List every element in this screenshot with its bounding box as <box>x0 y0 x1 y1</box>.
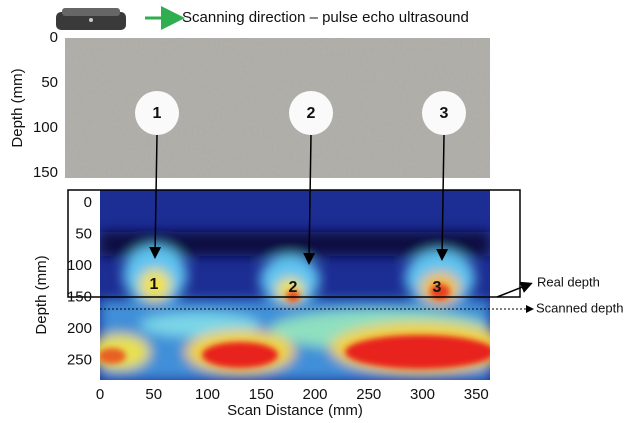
scanned-depth-label: Scanned depth <box>536 300 623 315</box>
scan-x-tick-label: 200 <box>302 386 327 403</box>
scan-label: 3 <box>433 279 442 296</box>
scan-y-axis-label: Depth (mm) <box>33 255 50 334</box>
scan-x-axis-label: Scan Distance (mm) <box>227 402 363 419</box>
photo-tick-label: 50 <box>41 74 58 91</box>
transducer <box>56 8 126 30</box>
real-depth-arrow <box>497 284 530 297</box>
scan-label: 2 <box>289 279 298 296</box>
scan-y-tick-label: 250 <box>67 351 92 368</box>
marker-number: 1 <box>153 105 162 122</box>
scan-x-tick-label: 50 <box>145 386 162 403</box>
marker-number: 2 <box>307 105 316 122</box>
real-depth-label: Real depth <box>537 274 600 289</box>
scan-x-tick-label: 250 <box>356 386 381 403</box>
photo-tick-label: 100 <box>33 119 58 136</box>
scan-x-tick-label: 350 <box>464 386 489 403</box>
scan-x-tick-label: 100 <box>195 386 220 403</box>
scan-y-tick-label: 0 <box>84 194 92 211</box>
scan-y-tick-label: 200 <box>67 320 92 337</box>
scan-y-tick-label: 100 <box>67 257 92 274</box>
caption: Scanning direction – pulse echo ultrasou… <box>182 9 469 26</box>
scan-y-tick-label: 50 <box>75 225 92 242</box>
photo-tick-label: 150 <box>33 164 58 181</box>
scan-label: 1 <box>150 276 159 293</box>
photo-axis-label: Depth (mm) <box>9 68 26 147</box>
photo-tick-label: 0 <box>50 29 58 46</box>
scan-x-tick-label: 0 <box>96 386 104 403</box>
scan-y-tick-label: 150 <box>67 288 92 305</box>
figure: Scanning direction – pulse echo ultrasou… <box>0 0 641 423</box>
scan-x-tick-label: 300 <box>410 386 435 403</box>
scan-x-tick-label: 150 <box>249 386 274 403</box>
marker-number: 3 <box>440 105 449 122</box>
